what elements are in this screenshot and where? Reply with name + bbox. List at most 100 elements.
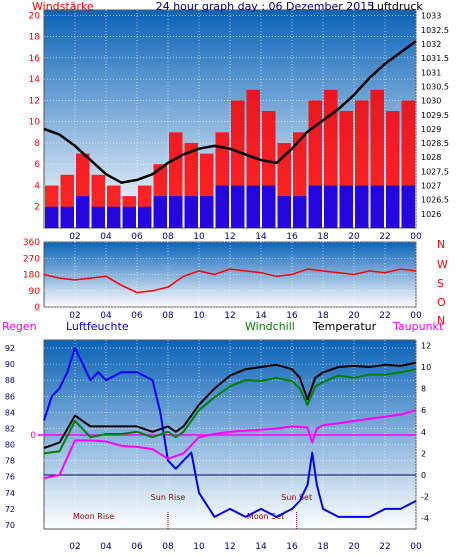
p3-left-tick: 72 xyxy=(5,505,15,514)
p3-right-tick: 6 xyxy=(421,406,426,415)
p1-right-tick: 1033 xyxy=(421,12,441,21)
p1-x-tick: 10 xyxy=(193,232,205,242)
p3-x-tick: 00 xyxy=(410,542,422,552)
p1-bar-wind-gust xyxy=(293,196,307,228)
p3-left-tick: 74 xyxy=(5,489,15,498)
p2-x-tick: 02 xyxy=(69,311,80,321)
p1-bar-wind-gust xyxy=(184,196,198,228)
p1-x-tick: 04 xyxy=(100,232,112,242)
p3-right-tick: 4 xyxy=(421,428,426,437)
p2-x-tick: 20 xyxy=(348,311,360,321)
p2-x-tick: 06 xyxy=(131,311,143,321)
p1-left-tick: 8 xyxy=(34,139,40,149)
p2-x-tick: 04 xyxy=(100,311,112,321)
p3-left-tick: 76 xyxy=(5,473,15,482)
p1-left-tick: 12 xyxy=(29,96,40,106)
p1-bar-wind-gust xyxy=(107,206,121,228)
p1-bar-wind-gust xyxy=(231,185,245,228)
p1-bar-wind-gust xyxy=(339,185,353,228)
p2-x-tick: 16 xyxy=(286,311,298,321)
p3-left-tick: 92 xyxy=(5,344,15,353)
p2-x-tick: 22 xyxy=(379,311,390,321)
p1-x-tick: 06 xyxy=(131,232,143,242)
p1-left-tick: 20 xyxy=(29,11,41,21)
p2-x-tick: 18 xyxy=(317,311,329,321)
p1-x-tick: 18 xyxy=(317,232,329,242)
regen-value: 0 xyxy=(30,431,36,441)
p3-x-tick: 22 xyxy=(379,542,390,552)
p1-x-tick: 02 xyxy=(69,232,80,242)
p1-left-tick: 14 xyxy=(29,75,41,85)
p1-right-tick: 1026.5 xyxy=(421,196,449,205)
p1-right-tick: 1026 xyxy=(421,210,441,219)
p1-right-tick: 1030.5 xyxy=(421,82,449,91)
p3-x-tick: 12 xyxy=(224,542,235,552)
p3-annotation-sun-set: Sun Set xyxy=(281,493,312,502)
p1-right-tick: 1031 xyxy=(421,68,441,77)
p1-right-tick: 1027.5 xyxy=(421,167,449,176)
p2-left-tick: 180 xyxy=(23,271,40,281)
p1-left-tick: 10 xyxy=(29,118,41,128)
p3-x-tick: 14 xyxy=(255,542,267,552)
p3-x-tick: 06 xyxy=(131,542,143,552)
p2-x-tick: 12 xyxy=(224,311,235,321)
p1-bar-wind-gust xyxy=(277,196,291,228)
p1-right-tick: 1027 xyxy=(421,182,441,191)
p3-x-tick: 08 xyxy=(162,542,174,552)
p2-left-tick: 0 xyxy=(34,303,40,313)
p3-left-tick: 78 xyxy=(5,457,15,466)
p3-right-tick: 0 xyxy=(421,471,426,480)
p1-x-tick: 20 xyxy=(348,232,360,242)
p3-right-tick: -4 xyxy=(421,514,429,523)
p1-bar-wind-gust xyxy=(45,206,59,228)
p1-right-tick: 1030 xyxy=(421,97,441,106)
p1-bar-wind-gust xyxy=(355,185,369,228)
p3-x-tick: 16 xyxy=(286,542,298,552)
p1-bar-wind-gust xyxy=(200,196,214,228)
p1-right-tick: 1032 xyxy=(421,40,441,49)
p3-x-tick: 10 xyxy=(193,542,205,552)
p3-line-luftfeuchte xyxy=(43,347,417,518)
p2-compass-label: N xyxy=(437,238,445,251)
p3-left-tick: 82 xyxy=(5,424,15,433)
p1-right-tick: 1028.5 xyxy=(421,139,449,148)
p1-x-tick: 14 xyxy=(255,232,267,242)
p2-left-tick: 90 xyxy=(29,287,41,297)
temperatur-label: Temperatur xyxy=(312,320,377,333)
p1-bar-wind-gust xyxy=(76,196,90,228)
p3-right-tick: 12 xyxy=(421,341,431,350)
p1-bar-wind-gust xyxy=(370,185,384,228)
p3-left-tick: 86 xyxy=(5,392,15,401)
windchill-label: Windchill xyxy=(245,320,295,333)
p1-x-tick: 00 xyxy=(410,232,422,242)
p1-bar-wind-gust xyxy=(91,206,105,228)
p3-right-tick: 2 xyxy=(421,449,426,458)
p2-compass-label: S xyxy=(437,277,444,290)
taupunkt-label: Taupunkt xyxy=(392,320,444,333)
luftfeuchte-label: Luftfeuchte xyxy=(66,320,129,333)
luftdruck-label: Luftdruck xyxy=(371,0,423,13)
p1-left-tick: 16 xyxy=(29,54,41,64)
p3-x-tick: 20 xyxy=(348,542,360,552)
p3-right-tick: 10 xyxy=(421,363,431,372)
p3-line-temperatur xyxy=(43,361,417,449)
p1-bar-wind-gust xyxy=(153,196,167,228)
p1-left-tick: 18 xyxy=(29,33,41,43)
p1-bar-wind-gust xyxy=(386,185,400,228)
p3-left-tick: 84 xyxy=(5,408,15,417)
p2-compass-label: W xyxy=(437,258,448,271)
p3-x-tick: 02 xyxy=(69,542,80,552)
p1-bar-wind-gust xyxy=(60,206,74,228)
p1-right-tick: 1028 xyxy=(421,153,441,162)
regen-label: Regen xyxy=(2,320,37,333)
p1-x-tick: 08 xyxy=(162,232,174,242)
chart-title: 24 hour graph day : 06 Dezember 2015 xyxy=(156,0,375,13)
p1-x-tick: 12 xyxy=(224,232,235,242)
p2-compass-label: O xyxy=(437,296,446,309)
p3-left-tick: 80 xyxy=(5,441,15,450)
p1-bar-wind-gust xyxy=(324,185,338,228)
p1-bar-wind-gust xyxy=(169,196,183,228)
p1-left-tick: 6 xyxy=(34,160,40,170)
p1-x-tick: 22 xyxy=(379,232,390,242)
p2-x-tick: 10 xyxy=(193,311,205,321)
